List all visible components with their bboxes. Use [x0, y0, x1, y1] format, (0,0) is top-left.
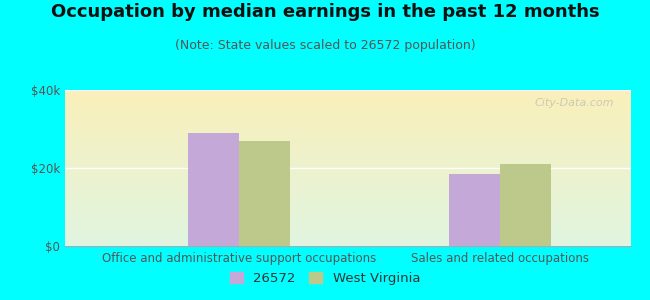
Text: Occupation by median earnings in the past 12 months: Occupation by median earnings in the pas…: [51, 3, 599, 21]
Text: City-Data.com: City-Data.com: [534, 98, 614, 108]
Bar: [239, 141, 290, 246]
Bar: [449, 174, 500, 246]
Text: (Note: State values scaled to 26572 population): (Note: State values scaled to 26572 popu…: [175, 39, 475, 52]
Bar: [188, 133, 239, 246]
Legend: 26572, West Virginia: 26572, West Virginia: [224, 267, 426, 290]
Bar: [500, 164, 551, 246]
